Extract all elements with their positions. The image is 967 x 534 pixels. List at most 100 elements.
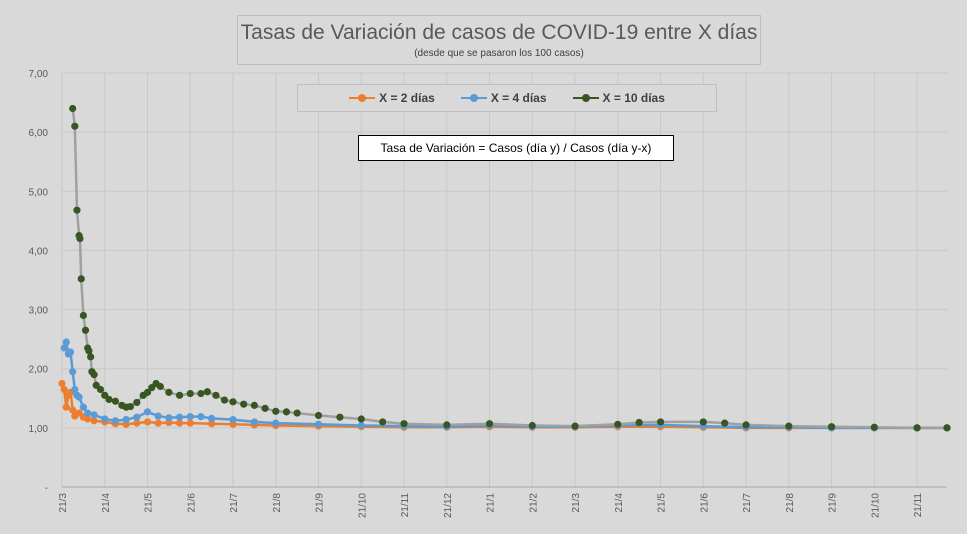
data-point-2 [400, 420, 408, 428]
data-point-1 [357, 421, 365, 430]
data-point-1 [133, 413, 141, 421]
data-point-0 [60, 385, 68, 394]
legend-item-x4: X = 4 días [460, 91, 547, 105]
data-point-0 [154, 419, 162, 427]
data-point-2 [240, 400, 248, 408]
data-point-2 [81, 326, 90, 334]
series-line-1 [62, 337, 947, 430]
legend-item-x10: X = 10 días [572, 91, 665, 105]
data-point-1 [250, 418, 258, 426]
data-point-2 [656, 418, 665, 426]
x-tick-label: 21/4 [101, 493, 112, 513]
x-tick-label: 21/11 [913, 493, 924, 518]
data-point-2 [156, 382, 164, 391]
data-point-2 [272, 407, 280, 415]
data-point-1 [111, 417, 120, 425]
data-point-1 [69, 368, 77, 376]
legend-swatch-x10 [572, 93, 599, 103]
data-point-2 [943, 424, 951, 432]
data-point-2 [96, 385, 105, 394]
data-point-1 [84, 409, 92, 417]
data-point-2 [69, 104, 77, 113]
data-point-2 [165, 388, 173, 396]
y-tick-label: 4,00 [29, 246, 49, 257]
data-point-1 [62, 338, 70, 346]
y-tick-label: 3,00 [29, 306, 49, 317]
legend-swatch-x2 [349, 93, 376, 103]
x-tick-label: 21/5 [657, 493, 668, 513]
data-point-1 [197, 413, 205, 421]
x-tick-label: 21/4 [614, 493, 625, 513]
data-point-2 [261, 404, 269, 412]
data-point-2 [443, 421, 451, 429]
legend-label-x4: X = 4 días [490, 91, 547, 105]
data-point-0 [175, 419, 184, 427]
data-point-1 [71, 385, 79, 394]
data-point-2 [197, 389, 205, 398]
data-point-2 [485, 420, 494, 428]
data-point-2 [76, 235, 84, 243]
data-point-1 [175, 413, 184, 421]
data-point-2 [105, 395, 113, 404]
data-point-1 [314, 420, 323, 428]
x-tick-label: 21/9 [315, 493, 326, 513]
x-tick-label: 21/10 [357, 493, 368, 518]
data-point-0 [208, 420, 216, 428]
data-point-2 [175, 391, 184, 399]
data-point-2 [336, 413, 344, 421]
data-point-1 [75, 393, 83, 401]
data-point-1 [143, 408, 152, 416]
x-tick-label: 21/3 [58, 493, 69, 513]
x-tick-label: 21/1 [486, 493, 497, 513]
data-point-2 [314, 411, 323, 420]
data-point-0 [133, 419, 141, 427]
y-tick-label: 6,00 [29, 128, 49, 139]
data-point-1 [272, 419, 280, 427]
data-point-2 [111, 397, 120, 405]
y-tick-label: 7,00 [29, 69, 49, 80]
data-point-0 [58, 379, 66, 388]
data-point-2 [379, 418, 387, 426]
data-point-2 [870, 423, 878, 431]
data-point-1 [90, 411, 98, 419]
x-tick-label: 21/8 [272, 493, 283, 513]
data-point-2 [143, 388, 152, 396]
chart-title-box: Tasas de Variación de casos de COVID-19 … [237, 15, 761, 65]
legend-label-x10: X = 10 días [602, 91, 665, 105]
data-point-2 [827, 423, 836, 431]
data-point-2 [293, 409, 301, 417]
data-point-2 [282, 408, 291, 416]
series-line-0 [60, 383, 947, 430]
data-point-2 [357, 415, 365, 423]
x-tick-label: 21/3 [571, 493, 582, 513]
data-point-2 [913, 424, 921, 432]
data-point-2 [79, 311, 87, 320]
data-point-1 [66, 348, 75, 356]
formula-annotation: Tasa de Variación = Casos (día y) / Caso… [358, 135, 674, 161]
data-point-2 [721, 419, 729, 427]
data-point-2 [212, 391, 220, 399]
data-point-2 [699, 418, 707, 426]
y-tick-label: 1,00 [29, 424, 49, 435]
legend-label-x2: X = 2 días [379, 91, 435, 105]
data-point-2 [85, 347, 93, 355]
data-point-1 [79, 403, 87, 411]
data-point-2 [203, 388, 211, 396]
x-tick-label: 21/9 [828, 493, 839, 513]
data-point-2 [229, 398, 237, 406]
data-point-0 [69, 406, 77, 414]
data-point-2 [614, 420, 622, 428]
data-point-0 [84, 415, 92, 423]
y-tick-label: 2,00 [29, 365, 49, 376]
data-point-2 [528, 421, 536, 430]
chart-subtitle: (desde que se pasaron los 100 casos) [414, 48, 584, 59]
data-point-2 [77, 275, 85, 283]
data-point-2 [186, 389, 194, 398]
data-point-1 [60, 344, 68, 352]
legend-item-x2: X = 2 días [349, 91, 435, 105]
data-point-2 [250, 401, 258, 409]
data-point-2 [220, 396, 229, 404]
data-point-2 [90, 371, 98, 379]
data-point-1 [186, 413, 194, 421]
